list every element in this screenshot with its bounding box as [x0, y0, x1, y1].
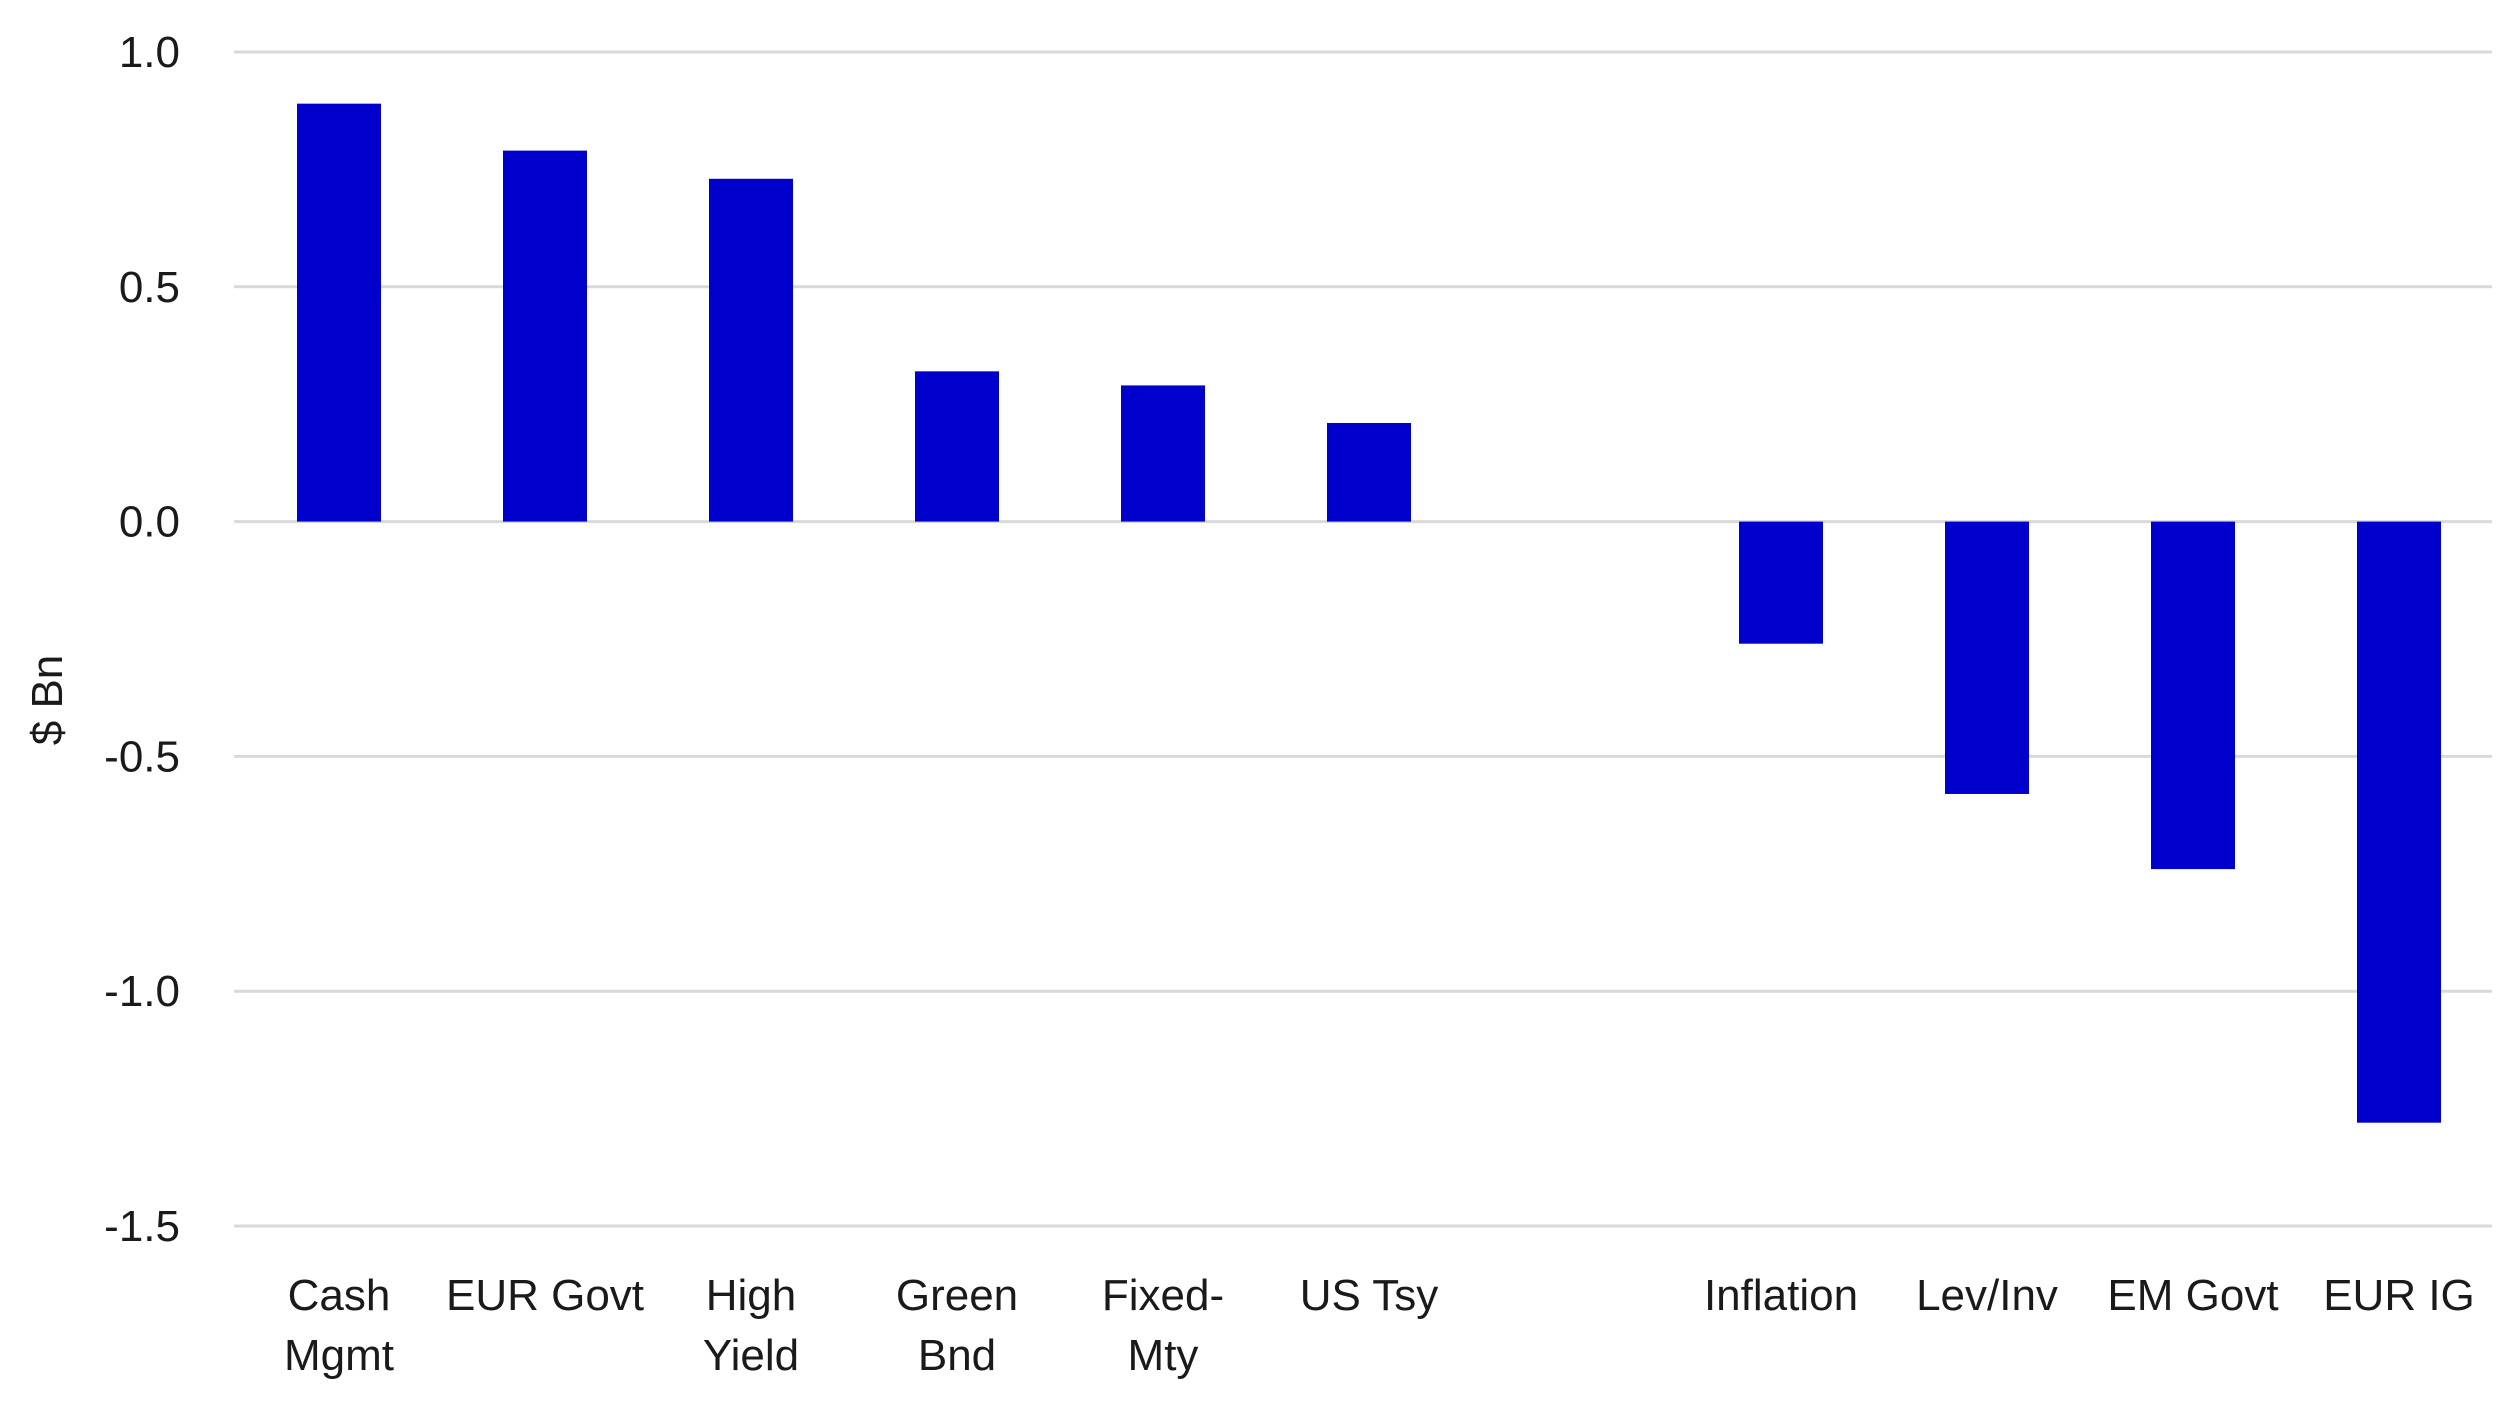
x-category-label: Green Bnd	[896, 1271, 1018, 1380]
x-category-label: High Yield	[703, 1271, 799, 1380]
bar	[1739, 521, 1823, 644]
bar	[1945, 521, 2029, 794]
bar	[1121, 385, 1205, 522]
y-tick-label: 1.0	[119, 28, 180, 77]
x-axis-labels: Cash Mgmt EUR Govt High Yield Green Bnd Fixed-M…	[284, 1271, 2475, 1380]
bar	[1327, 422, 1411, 522]
y-axis-ticks: 1.0 0.5 0.0 -0.5 -1.0 -1.5	[104, 28, 180, 1251]
bar	[2357, 521, 2441, 1123]
bar	[2151, 521, 2235, 870]
bar	[297, 103, 381, 522]
y-axis-title: $ Bn	[23, 655, 72, 746]
x-category-label: EM Govt	[2107, 1271, 2278, 1320]
y-tick-label: 0.5	[119, 263, 180, 312]
bar	[503, 150, 587, 522]
bar	[709, 178, 793, 522]
y-tick-label: -0.5	[104, 732, 180, 781]
x-category-label: EUR Govt	[446, 1271, 644, 1320]
x-category-label: US Tsy	[1300, 1271, 1439, 1320]
y-tick-label: -1.0	[104, 967, 180, 1016]
bar	[915, 371, 999, 522]
bars	[297, 103, 2441, 1123]
x-category-label: Fixed-Mty	[1102, 1271, 1224, 1380]
x-category-label: EUR IG	[2323, 1271, 2475, 1320]
x-category-label: Cash Mgmt	[284, 1271, 394, 1380]
y-tick-label: 0.0	[119, 498, 180, 547]
y-tick-label: -1.5	[104, 1202, 180, 1251]
x-category-label: Inflation	[1704, 1271, 1858, 1320]
x-category-label: Lev/Inv	[1916, 1271, 2058, 1320]
